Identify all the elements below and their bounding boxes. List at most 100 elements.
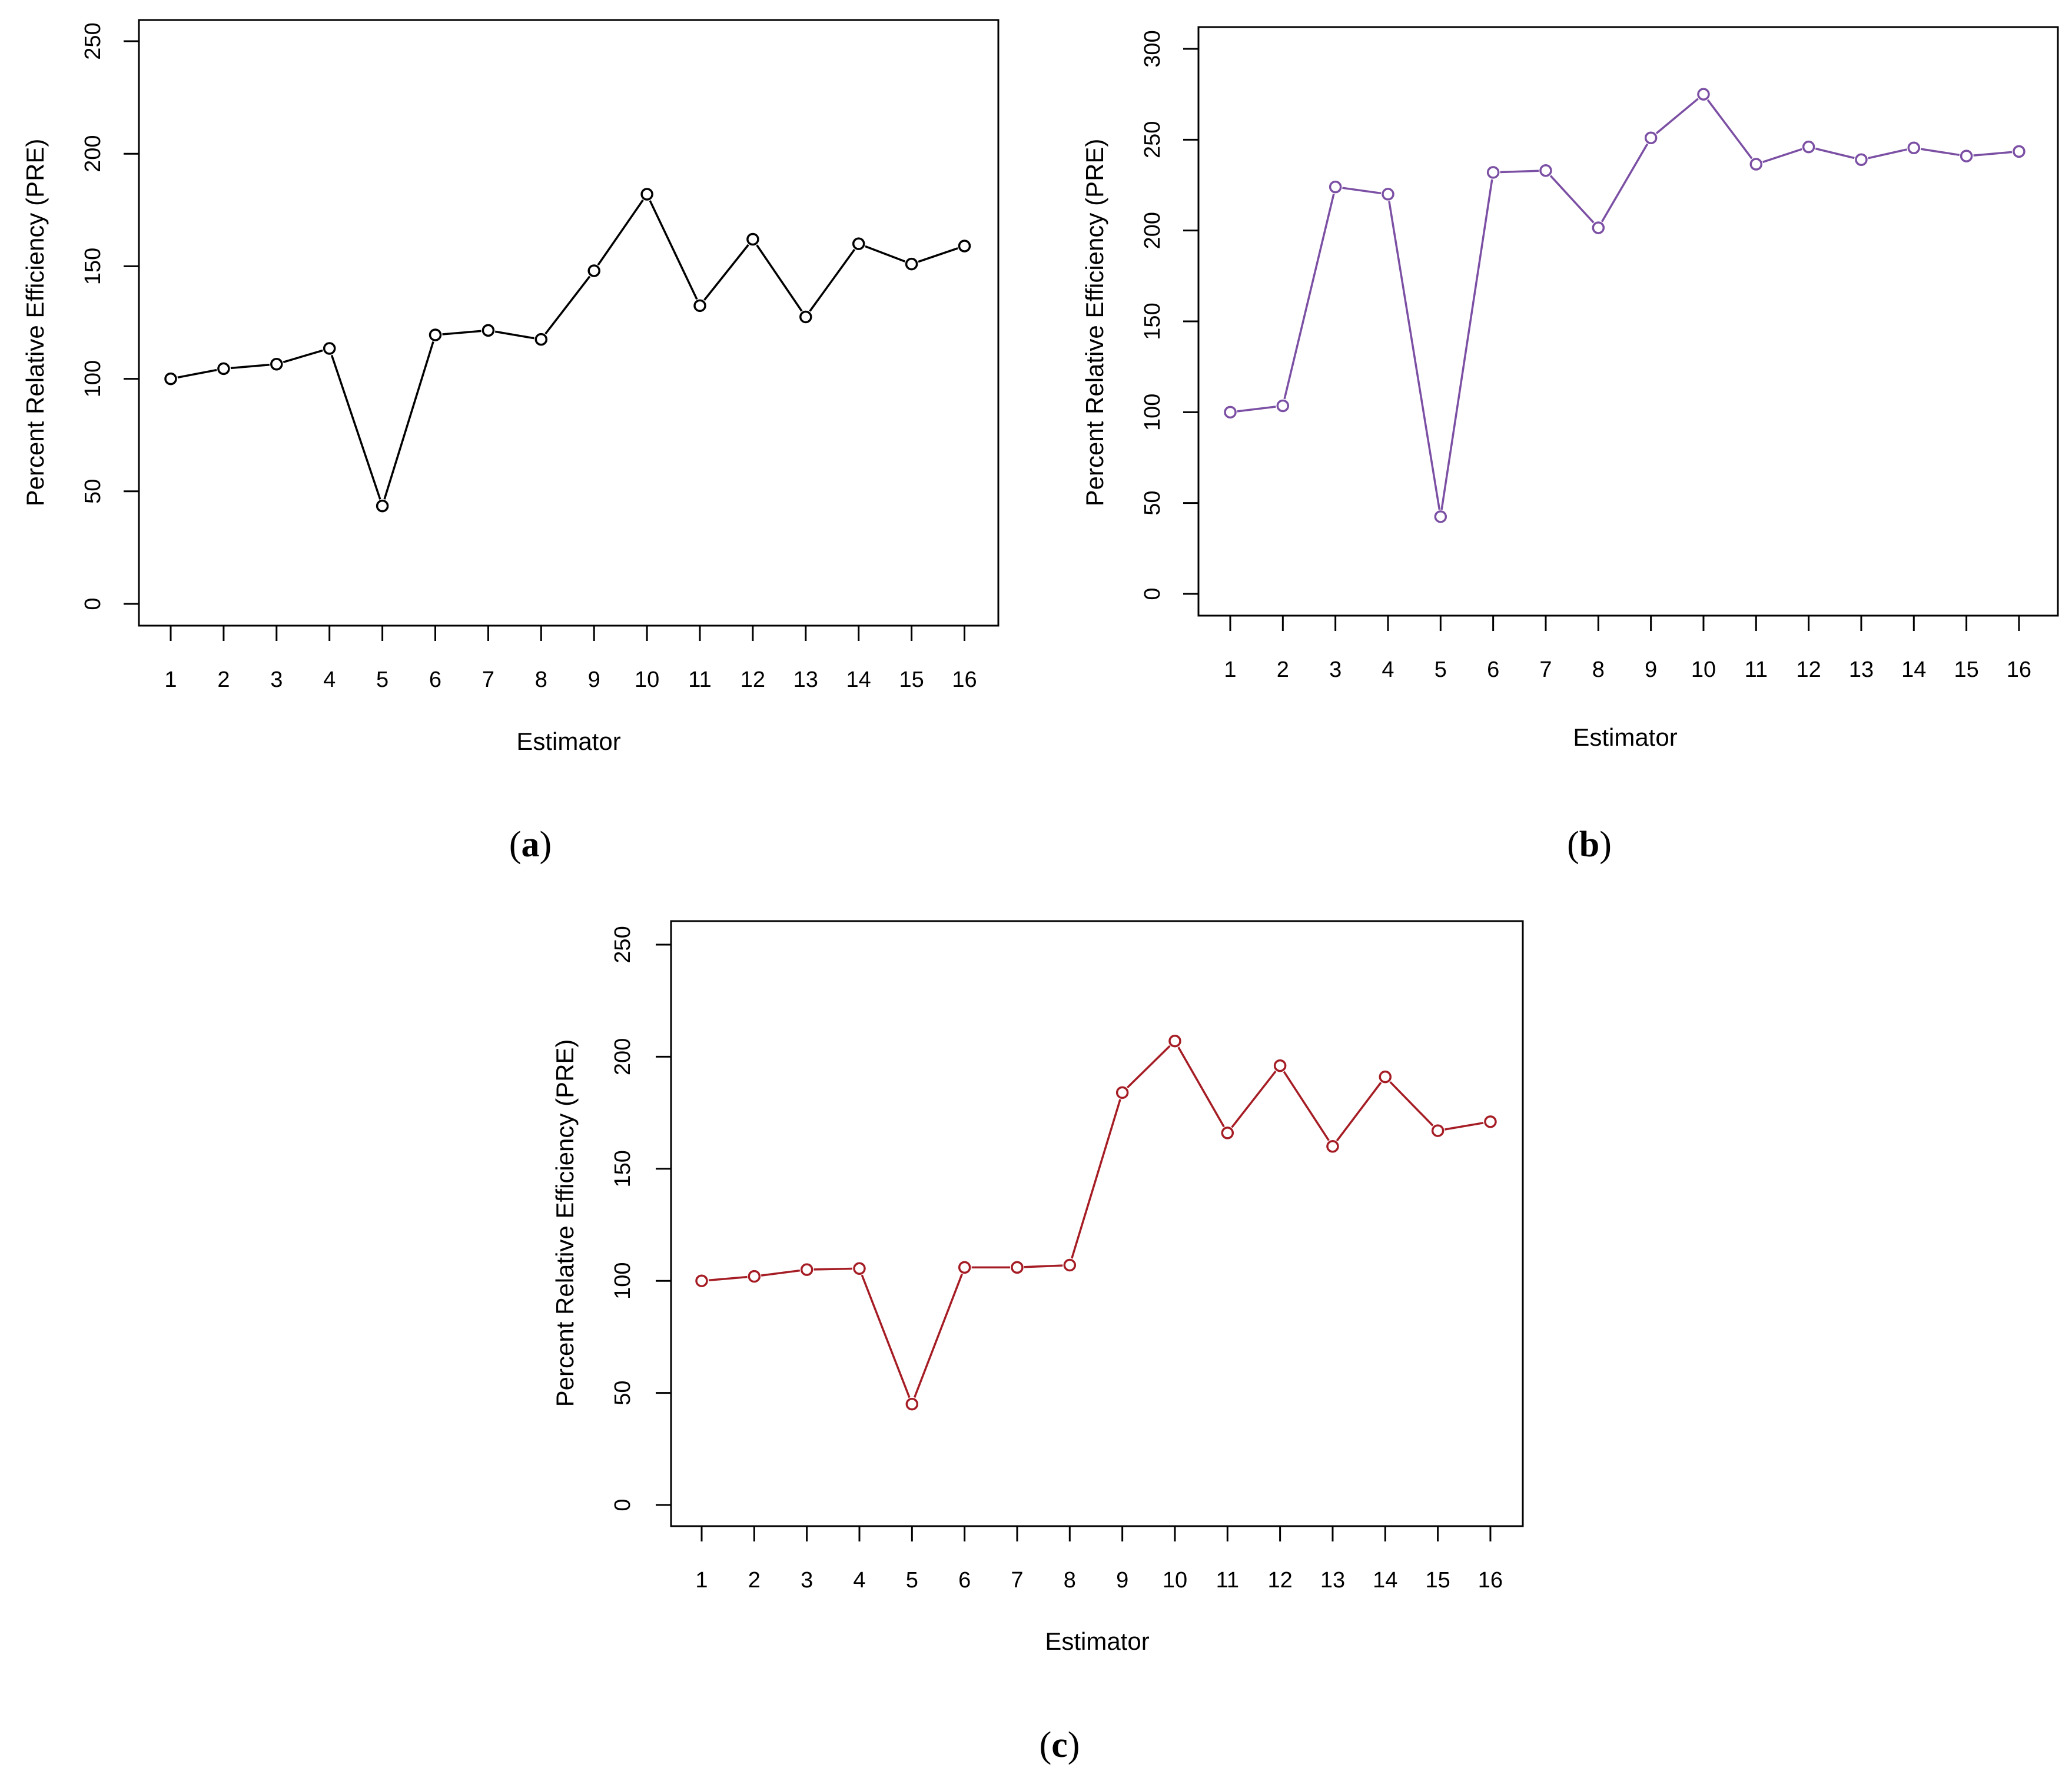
y-tick-label-c: 50 — [610, 1380, 635, 1405]
y-tick-label-c: 100 — [610, 1262, 635, 1299]
data-point-b — [1539, 164, 1552, 177]
data-point-c — [800, 1263, 813, 1276]
x-tick-label-c: 11 — [1216, 1568, 1239, 1593]
data-point-a — [799, 310, 812, 324]
data-point-a — [164, 372, 177, 386]
y-tick-label-b: 200 — [1140, 212, 1165, 249]
x-axis-c: 1 2 3 4 5 6 7 8 9 10 11 12 13 14 15 16 — [695, 1525, 1503, 1593]
caption-b-letter: b — [1579, 825, 1599, 865]
points-c — [695, 1034, 1497, 1411]
caption-b-close-paren: ) — [1599, 825, 1612, 865]
data-point-b — [1855, 153, 1868, 167]
x-tick-label-a: 12 — [741, 667, 765, 692]
x-tick-label-c: 6 — [958, 1568, 971, 1593]
caption-a: (a) — [509, 825, 552, 865]
plot-frame-c — [670, 920, 1524, 1527]
x-tick-label-a: 2 — [217, 667, 230, 692]
data-point-b — [1592, 221, 1605, 234]
caption-c-close-paren: ) — [1068, 1725, 1080, 1765]
x-tick-label-b: 15 — [1954, 657, 1978, 682]
x-axis-b: 1 2 3 4 5 6 7 8 9 10 11 12 13 14 15 16 — [1224, 614, 2031, 682]
x-tick-label-a: 4 — [323, 667, 336, 692]
y-tick-label-a: 100 — [81, 360, 105, 397]
data-point-c — [1115, 1086, 1129, 1099]
data-point-c — [1431, 1124, 1445, 1137]
x-tick-label-b: 2 — [1277, 657, 1289, 682]
points-a — [164, 188, 971, 513]
panel-b: Percent Relative Efficiency (PRE) Estima… — [1081, 26, 2059, 865]
data-point-b — [1486, 166, 1500, 179]
data-point-a — [905, 257, 918, 271]
data-point-c — [1484, 1115, 1497, 1128]
x-tick-label-c: 5 — [906, 1568, 918, 1593]
y-tick-label-c: 200 — [610, 1038, 635, 1075]
data-point-c — [1063, 1258, 1077, 1272]
xlabel-b: Estimator — [1573, 723, 1677, 751]
y-tick-label-b: 300 — [1140, 30, 1165, 67]
data-point-a — [217, 362, 230, 376]
x-tick-label-b: 7 — [1539, 657, 1552, 682]
data-point-b — [1907, 141, 1921, 154]
data-point-b — [1749, 158, 1763, 171]
data-point-b — [1644, 131, 1658, 144]
x-tick-label-b: 1 — [1224, 657, 1236, 682]
y-tick-label-b: 150 — [1140, 303, 1165, 340]
x-tick-label-a: 16 — [952, 667, 977, 692]
y-tick-label-b: 50 — [1140, 491, 1165, 516]
data-point-a — [482, 324, 495, 337]
x-tick-label-b: 6 — [1487, 657, 1499, 682]
data-point-a — [746, 232, 759, 246]
y-tick-label-a: 250 — [81, 22, 105, 59]
x-tick-label-c: 4 — [853, 1568, 865, 1593]
caption-b: (b) — [1567, 825, 1612, 865]
xlabel-a: Estimator — [516, 727, 620, 755]
data-point-b — [1802, 140, 1815, 154]
x-axis-a: 1 2 3 4 5 6 7 8 9 10 11 12 13 14 15 16 — [164, 624, 977, 692]
x-tick-label-c: 8 — [1064, 1568, 1076, 1593]
xlabel-c: Estimator — [1045, 1627, 1149, 1655]
x-tick-label-c: 7 — [1011, 1568, 1023, 1593]
data-point-c — [1221, 1127, 1234, 1139]
x-tick-label-c: 9 — [1116, 1568, 1128, 1593]
x-tick-label-c: 15 — [1425, 1568, 1450, 1593]
x-tick-label-a: 6 — [429, 667, 441, 692]
caption-a-open-paren: ( — [509, 825, 522, 865]
data-point-c — [905, 1397, 919, 1411]
caption-c: (c) — [1040, 1725, 1080, 1765]
data-point-a — [270, 357, 283, 371]
caption-a-close-paren: ) — [540, 825, 552, 865]
data-point-b — [1434, 510, 1447, 523]
x-tick-label-a: 1 — [164, 667, 177, 692]
data-point-b — [1697, 88, 1710, 101]
y-axis-a: 0 50 100 150 200 250 — [81, 22, 140, 610]
y-tick-label-a: 50 — [81, 479, 105, 504]
x-tick-label-b: 10 — [1691, 657, 1716, 682]
x-tick-label-a: 8 — [535, 667, 547, 692]
x-tick-label-c: 13 — [1320, 1568, 1345, 1593]
y-tick-label-c: 150 — [610, 1150, 635, 1187]
x-tick-label-b: 16 — [2007, 657, 2031, 682]
y-tick-label-b: 250 — [1140, 121, 1165, 158]
x-tick-label-b: 3 — [1329, 657, 1342, 682]
x-tick-label-a: 15 — [899, 667, 924, 692]
points-b — [1224, 88, 2025, 523]
data-point-a — [958, 240, 971, 252]
x-tick-label-c: 1 — [695, 1568, 708, 1593]
data-point-c — [695, 1274, 708, 1287]
data-point-c — [748, 1270, 761, 1283]
x-tick-label-a: 11 — [688, 667, 711, 692]
panel-a: Percent Relative Efficiency (PRE) Estima… — [21, 19, 1000, 865]
ylabel-c: Percent Relative Efficiency (PRE) — [551, 1039, 579, 1407]
data-point-b — [2013, 145, 2025, 158]
x-tick-label-c: 2 — [748, 1568, 761, 1593]
data-point-b — [1382, 188, 1394, 201]
y-tick-label-a: 150 — [81, 248, 105, 285]
data-point-a — [376, 499, 389, 513]
data-point-c — [1168, 1034, 1181, 1048]
x-tick-label-c: 3 — [801, 1568, 813, 1593]
y-tick-label-b: 100 — [1140, 394, 1165, 431]
x-tick-label-a: 3 — [270, 667, 283, 692]
ylabel-b: Percent Relative Efficiency (PRE) — [1081, 139, 1108, 507]
panel-c: Percent Relative Efficiency (PRE) Estima… — [551, 920, 1524, 1765]
